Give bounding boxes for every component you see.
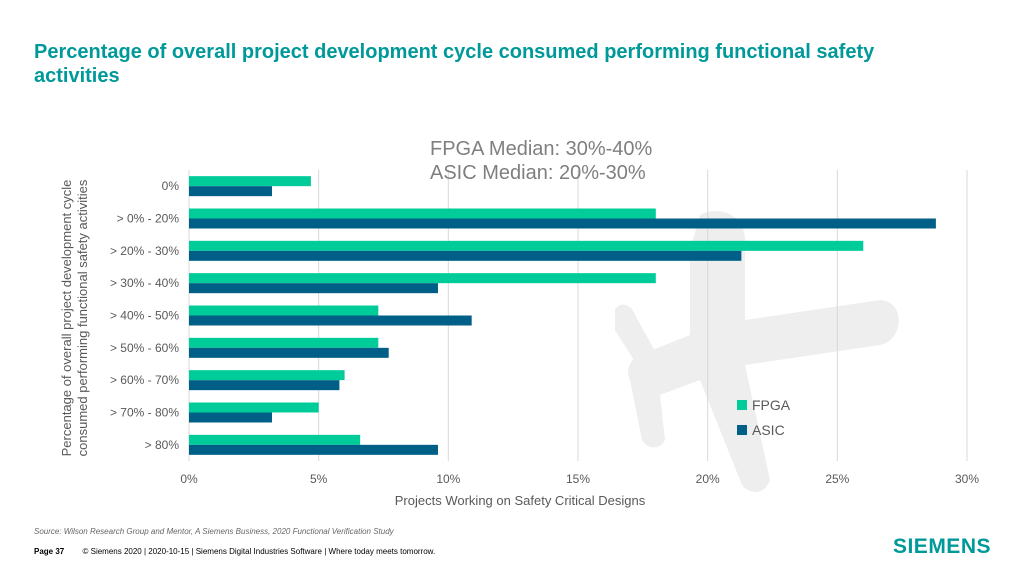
bar-asic bbox=[189, 218, 936, 229]
bar-asic bbox=[189, 283, 438, 294]
bar-asic bbox=[189, 444, 438, 455]
x-tick-label: 0% bbox=[180, 472, 198, 486]
bar-fpga bbox=[189, 370, 345, 381]
bar-fpga bbox=[189, 240, 864, 251]
bar-fpga bbox=[189, 337, 379, 348]
y-tick-label: 0% bbox=[162, 179, 180, 193]
footer: Page 37 © Siemens 2020 | 2020-10-15 | Si… bbox=[34, 547, 435, 556]
y-tick-label: > 80% bbox=[145, 438, 180, 452]
watermark-airplane-icon bbox=[615, 211, 899, 492]
x-tick-label: 15% bbox=[566, 472, 590, 486]
bar-fpga bbox=[189, 273, 656, 284]
median-annotation-asic: ASIC Median: 20%-30% bbox=[430, 162, 646, 184]
x-tick-label: 5% bbox=[310, 472, 328, 486]
bar-fpga bbox=[189, 402, 319, 413]
median-annotation-fpga: FPGA Median: 30%-40% bbox=[430, 138, 653, 160]
legend: FPGA ASIC bbox=[737, 397, 791, 438]
y-tick-label: > 0% - 20% bbox=[117, 212, 180, 226]
bar-asic bbox=[189, 347, 389, 358]
page-number: Page 37 bbox=[34, 547, 65, 556]
source-note: Source: Wilson Research Group and Mentor… bbox=[34, 527, 394, 536]
bar-asic bbox=[189, 412, 272, 423]
legend-swatch-fpga bbox=[737, 400, 747, 410]
legend-swatch-asic bbox=[737, 425, 747, 435]
bar-asic bbox=[189, 186, 272, 197]
y-tick-label: > 20% - 30% bbox=[110, 244, 179, 258]
y-tick-label: > 50% - 60% bbox=[110, 341, 179, 355]
bar-fpga bbox=[189, 434, 361, 445]
bars bbox=[189, 176, 936, 455]
bar-asic bbox=[189, 250, 742, 261]
y-tick-label: > 40% - 50% bbox=[110, 309, 179, 323]
slide-title: Percentage of overall project developmen… bbox=[34, 41, 875, 87]
y-tick-label: > 70% - 80% bbox=[110, 406, 179, 420]
y-tick-label: > 30% - 40% bbox=[110, 276, 179, 290]
y-axis-label-line-2: consumed performing functional safety ac… bbox=[75, 179, 90, 456]
y-axis-label-line-1: Percentage of overall project developmen… bbox=[59, 180, 74, 457]
footer-text: © Siemens 2020 | 2020-10-15 | Siemens Di… bbox=[82, 547, 436, 556]
legend-label-asic: ASIC bbox=[752, 422, 785, 438]
siemens-logo: SIEMENS bbox=[892, 535, 991, 558]
axis-ticks: 0% 5% 10% 15% 20% 25% 30% 0% > 0% - 20% > 20% - 3… bbox=[110, 179, 979, 486]
bar-fpga bbox=[189, 305, 379, 316]
bar-fpga bbox=[189, 176, 311, 187]
bar-fpga bbox=[189, 208, 656, 219]
bar-asic bbox=[189, 315, 472, 326]
bar-asic bbox=[189, 380, 340, 391]
x-tick-label: 10% bbox=[436, 472, 460, 486]
x-tick-label: 30% bbox=[955, 472, 979, 486]
x-tick-label: 25% bbox=[825, 472, 849, 486]
y-tick-label: > 60% - 70% bbox=[110, 373, 179, 387]
y-axis-label: Percentage of overall project developmen… bbox=[59, 179, 90, 456]
x-axis-label: Projects Working on Safety Critical Desi… bbox=[395, 493, 646, 508]
x-tick-label: 20% bbox=[696, 472, 720, 486]
legend-label-fpga: FPGA bbox=[752, 397, 791, 413]
